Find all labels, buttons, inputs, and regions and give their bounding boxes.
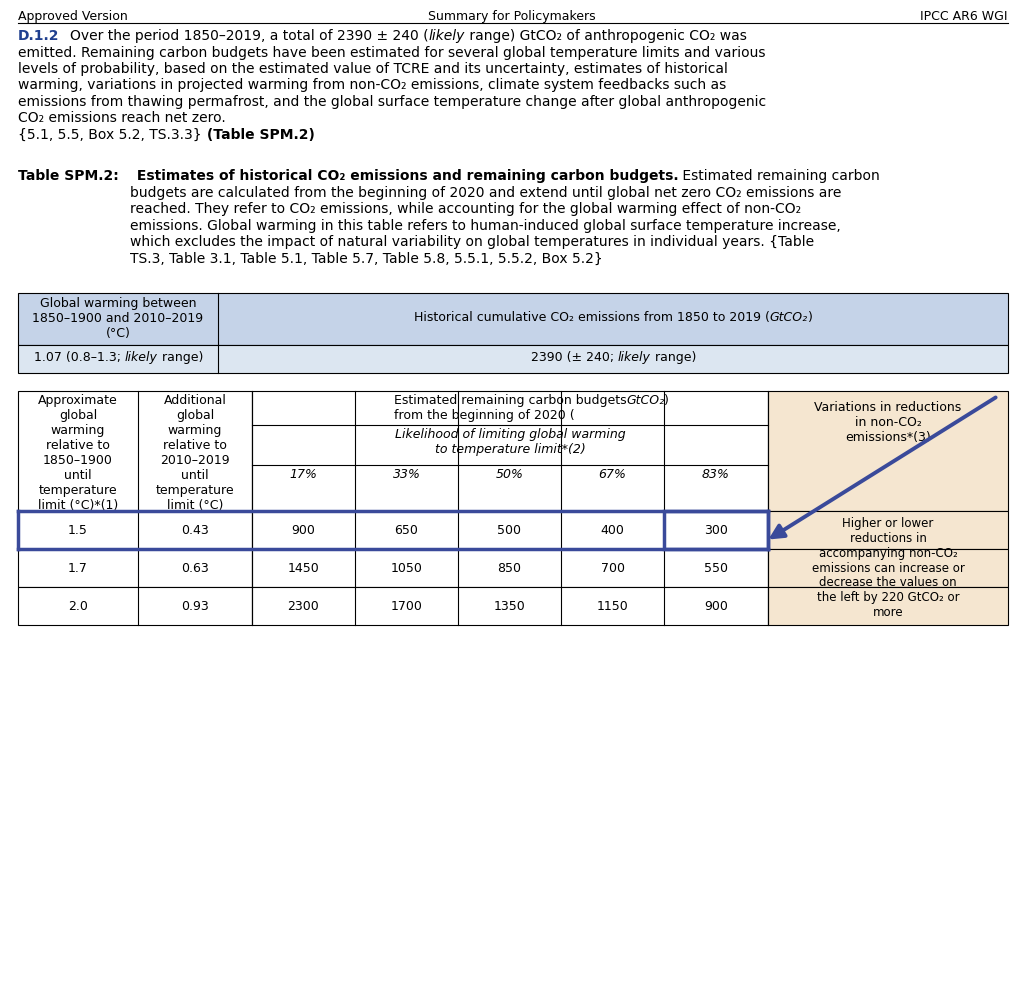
Text: 900: 900	[705, 599, 728, 612]
Text: Table SPM.2:: Table SPM.2:	[18, 169, 119, 183]
Text: 0.63: 0.63	[181, 562, 209, 575]
Text: TS.3, Table 3.1, Table 5.1, Table 5.7, Table 5.8, 5.5.1, 5.5.2, Box 5.2}: TS.3, Table 3.1, Table 5.1, Table 5.7, T…	[130, 252, 603, 266]
Bar	[18, 511, 252, 549]
Text: Additional
global
warming
relative to
2010–2019
until
temperature
limit (°C): Additional global warming relative to 20…	[156, 394, 234, 512]
Text: 300: 300	[705, 523, 728, 536]
Bar	[252, 549, 768, 587]
Bar	[18, 345, 1008, 373]
Bar	[18, 391, 252, 511]
Text: 1.7: 1.7	[68, 562, 88, 575]
Text: range): range)	[650, 351, 696, 364]
Text: warming, variations in projected warming from non-CO₂ emissions, climate system : warming, variations in projected warming…	[18, 78, 726, 93]
Text: 1700: 1700	[390, 599, 423, 612]
Bar	[768, 511, 1008, 549]
Text: 2300: 2300	[288, 599, 319, 612]
Bar	[252, 587, 768, 625]
Bar	[18, 293, 1008, 345]
Text: 700: 700	[600, 562, 625, 575]
Text: 900: 900	[292, 523, 315, 536]
Text: CO₂ emissions reach net zero.: CO₂ emissions reach net zero.	[18, 112, 225, 126]
Text: 500: 500	[498, 523, 521, 536]
Text: 2.0: 2.0	[68, 599, 88, 612]
Text: 0.43: 0.43	[181, 523, 209, 536]
Text: Estimates of historical CO₂ emissions and remaining carbon budgets.: Estimates of historical CO₂ emissions an…	[123, 169, 678, 183]
Text: Likelihood of limiting global warming
to temperature limit*(2): Likelihood of limiting global warming to…	[394, 428, 626, 456]
Text: Summary for Policymakers: Summary for Policymakers	[428, 10, 596, 23]
Text: 50%: 50%	[496, 468, 523, 481]
Text: 400: 400	[600, 523, 625, 536]
Text: 650: 650	[394, 523, 419, 536]
Bar	[252, 391, 768, 511]
Bar	[664, 511, 768, 549]
Bar	[768, 549, 1008, 587]
Bar	[768, 587, 1008, 625]
Text: emitted. Remaining carbon budgets have been estimated for several global tempera: emitted. Remaining carbon budgets have b…	[18, 45, 766, 59]
Text: likely: likely	[125, 351, 158, 364]
Text: GtCO₂: GtCO₂	[627, 394, 665, 407]
Text: Estimated remaining carbon budgets
from the beginning of 2020 (: Estimated remaining carbon budgets from …	[393, 394, 627, 422]
Text: 2390 (± 240;: 2390 (± 240;	[530, 351, 617, 364]
Text: D.1.2: D.1.2	[18, 29, 59, 43]
Text: Estimated remaining carbon budgets
from the beginning of 2020 (GtCO₂): Estimated remaining carbon budgets from …	[393, 394, 627, 422]
Text: 17%: 17%	[290, 468, 317, 481]
Text: emissions. Global warming in this table refers to human-induced global surface t: emissions. Global warming in this table …	[130, 219, 841, 232]
Text: 67%: 67%	[599, 468, 627, 481]
Text: 1450: 1450	[288, 562, 319, 575]
Bar	[252, 511, 768, 549]
Text: 1050: 1050	[390, 562, 423, 575]
Bar	[18, 587, 252, 625]
Text: range): range)	[158, 351, 203, 364]
Text: Global warming between
1850–1900 and 2010–2019
(°C): Global warming between 1850–1900 and 201…	[33, 297, 204, 340]
Text: levels of probability, based on the estimated value of TCRE and its uncertainty,: levels of probability, based on the esti…	[18, 62, 728, 76]
Text: 83%: 83%	[702, 468, 730, 481]
Text: Variations in reductions
in non-CO₂
emissions*(3): Variations in reductions in non-CO₂ emis…	[814, 401, 962, 444]
Text: GtCO₂: GtCO₂	[769, 311, 808, 324]
Text: Higher or lower
reductions in
accompanying non-CO₂
emissions can increase or
dec: Higher or lower reductions in accompanyi…	[812, 516, 965, 619]
Text: likely: likely	[617, 351, 650, 364]
Text: 1.07 (0.8–1.3;: 1.07 (0.8–1.3;	[34, 351, 125, 364]
Text: 0.93: 0.93	[181, 599, 209, 612]
Text: 2390 (± 240; likely range): 2390 (± 240; likely range)	[530, 351, 695, 364]
Text: budgets are calculated from the beginning of 2020 and extend until global net ze: budgets are calculated from the beginnin…	[130, 186, 842, 200]
Text: ): )	[808, 311, 812, 324]
Text: reached. They refer to CO₂ emissions, while accounting for the global warming ef: reached. They refer to CO₂ emissions, wh…	[130, 202, 801, 217]
Text: Historical cumulative CO₂ emissions from 1850 to 2019 (: Historical cumulative CO₂ emissions from…	[414, 311, 769, 324]
Bar	[768, 391, 1008, 511]
Text: likely: likely	[429, 29, 465, 43]
Text: Historical cumulative CO₂ emissions from 1850 to 2019 (GtCO₂): Historical cumulative CO₂ emissions from…	[414, 311, 812, 324]
Text: ): )	[665, 394, 670, 407]
Text: 1350: 1350	[494, 599, 525, 612]
Text: {5.1, 5.5, Box 5.2, TS.3.3}: {5.1, 5.5, Box 5.2, TS.3.3}	[18, 128, 202, 142]
Text: 1.07 (0.8–1.3; likely range): 1.07 (0.8–1.3; likely range)	[34, 351, 203, 364]
Text: 550: 550	[705, 562, 728, 575]
Text: IPCC AR6 WGI: IPCC AR6 WGI	[921, 10, 1008, 23]
Text: 850: 850	[498, 562, 521, 575]
Text: 1.5: 1.5	[68, 523, 88, 536]
Text: range) GtCO₂ of anthropogenic CO₂ was: range) GtCO₂ of anthropogenic CO₂ was	[465, 29, 746, 43]
Text: (Table SPM.2): (Table SPM.2)	[202, 128, 314, 142]
Text: Approximate
global
warming
relative to
1850–1900
until
temperature
limit (°C)*(1: Approximate global warming relative to 1…	[38, 394, 118, 512]
Text: Estimated remaining carbon: Estimated remaining carbon	[678, 169, 880, 183]
Text: which excludes the impact of natural variability on global temperatures in indiv: which excludes the impact of natural var…	[130, 235, 814, 249]
Text: 33%: 33%	[392, 468, 421, 481]
Text: 1150: 1150	[597, 599, 629, 612]
Text: emissions from thawing permafrost, and the global surface temperature change aft: emissions from thawing permafrost, and t…	[18, 95, 766, 109]
Bar	[18, 549, 252, 587]
Text: 300: 300	[705, 523, 728, 536]
Text: Over the period 1850–2019, a total of 2390 ± 240 (: Over the period 1850–2019, a total of 23…	[70, 29, 429, 43]
Text: Approved Version: Approved Version	[18, 10, 128, 23]
